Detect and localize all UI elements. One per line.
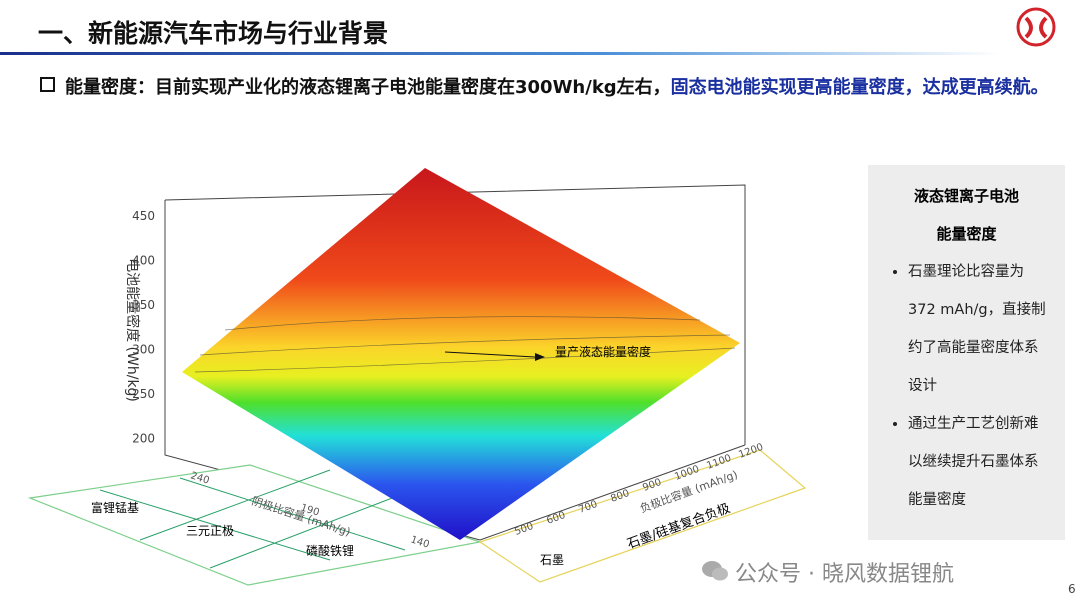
wechat-icon [702, 561, 728, 581]
bullet-highlight: 固态电池能实现更高能量密度，达成更高续航。 [670, 77, 1049, 98]
cathode-label: 磷酸铁锂 [306, 543, 354, 558]
cathode-label: 三元正极 [186, 524, 234, 538]
contour-lines [194, 316, 736, 373]
sidebar-title-line: 液态锂离子电池 [913, 187, 1019, 205]
bullet-text: 能量密度：目前实现产业化的液态锂离子电池能量密度在300Wh/kg左右，固态电池… [40, 70, 1050, 106]
z-tick-label: 450 [132, 209, 155, 223]
anode-label: 石墨 [540, 553, 564, 567]
sidebar-title-line: 能量密度 [936, 225, 997, 243]
watermark: 公众号 · 晓风数据锂航 [735, 562, 954, 587]
title-rule [0, 52, 1000, 55]
surface-chart: 量产液态能量密度 电池能量密度 (Wh/kg) 阴极比容量 (mAh/g) 负极… [27, 168, 807, 586]
cathode-grid [99, 469, 406, 569]
z-tick-label: 300 [132, 343, 155, 357]
cathode-label: 富锂锰基 [91, 500, 139, 515]
z-tick-label: 350 [132, 298, 155, 312]
z-axis-label: 电池能量密度 (Wh/kg) [124, 258, 141, 402]
anode-floor [478, 449, 807, 583]
annotation-arrow [444, 351, 536, 358]
page-number: 6 [1068, 582, 1076, 596]
bullet-box [40, 77, 55, 92]
bullet-body: 目前实现产业化的液态锂离子电池能量密度在300Wh/kg左右， [155, 77, 671, 98]
energy-surface [182, 168, 740, 540]
z-tick-label: 400 [132, 254, 155, 268]
sidebar: 液态锂离子电池能量密度石墨理论比容量为372 mAh/g，直接制约了高能量密度体… [868, 165, 1065, 540]
annotation: 量产液态能量密度 [555, 344, 651, 359]
sidebar-title: 液态锂离子电池 能量密度 [868, 177, 1065, 253]
sidebar-bullet: 通过生产工艺创新难以继续提升石墨体系能量密度 [908, 405, 1051, 519]
z-tick-label: 200 [132, 432, 155, 446]
logo [1016, 7, 1056, 47]
z-tick-label: 250 [132, 387, 155, 401]
sidebar-bullet: 石墨理论比容量为372 mAh/g，直接制约了高能量密度体系设计 [908, 253, 1051, 405]
arrow-head [535, 353, 545, 361]
sidebar-bullets: 石墨理论比容量为372 mAh/g，直接制约了高能量密度体系设计通过生产工艺创新… [868, 253, 1065, 519]
bullet-label: 能量密度： [65, 77, 155, 98]
slide-title: 一、新能源汽车市场与行业背景 [38, 19, 389, 48]
